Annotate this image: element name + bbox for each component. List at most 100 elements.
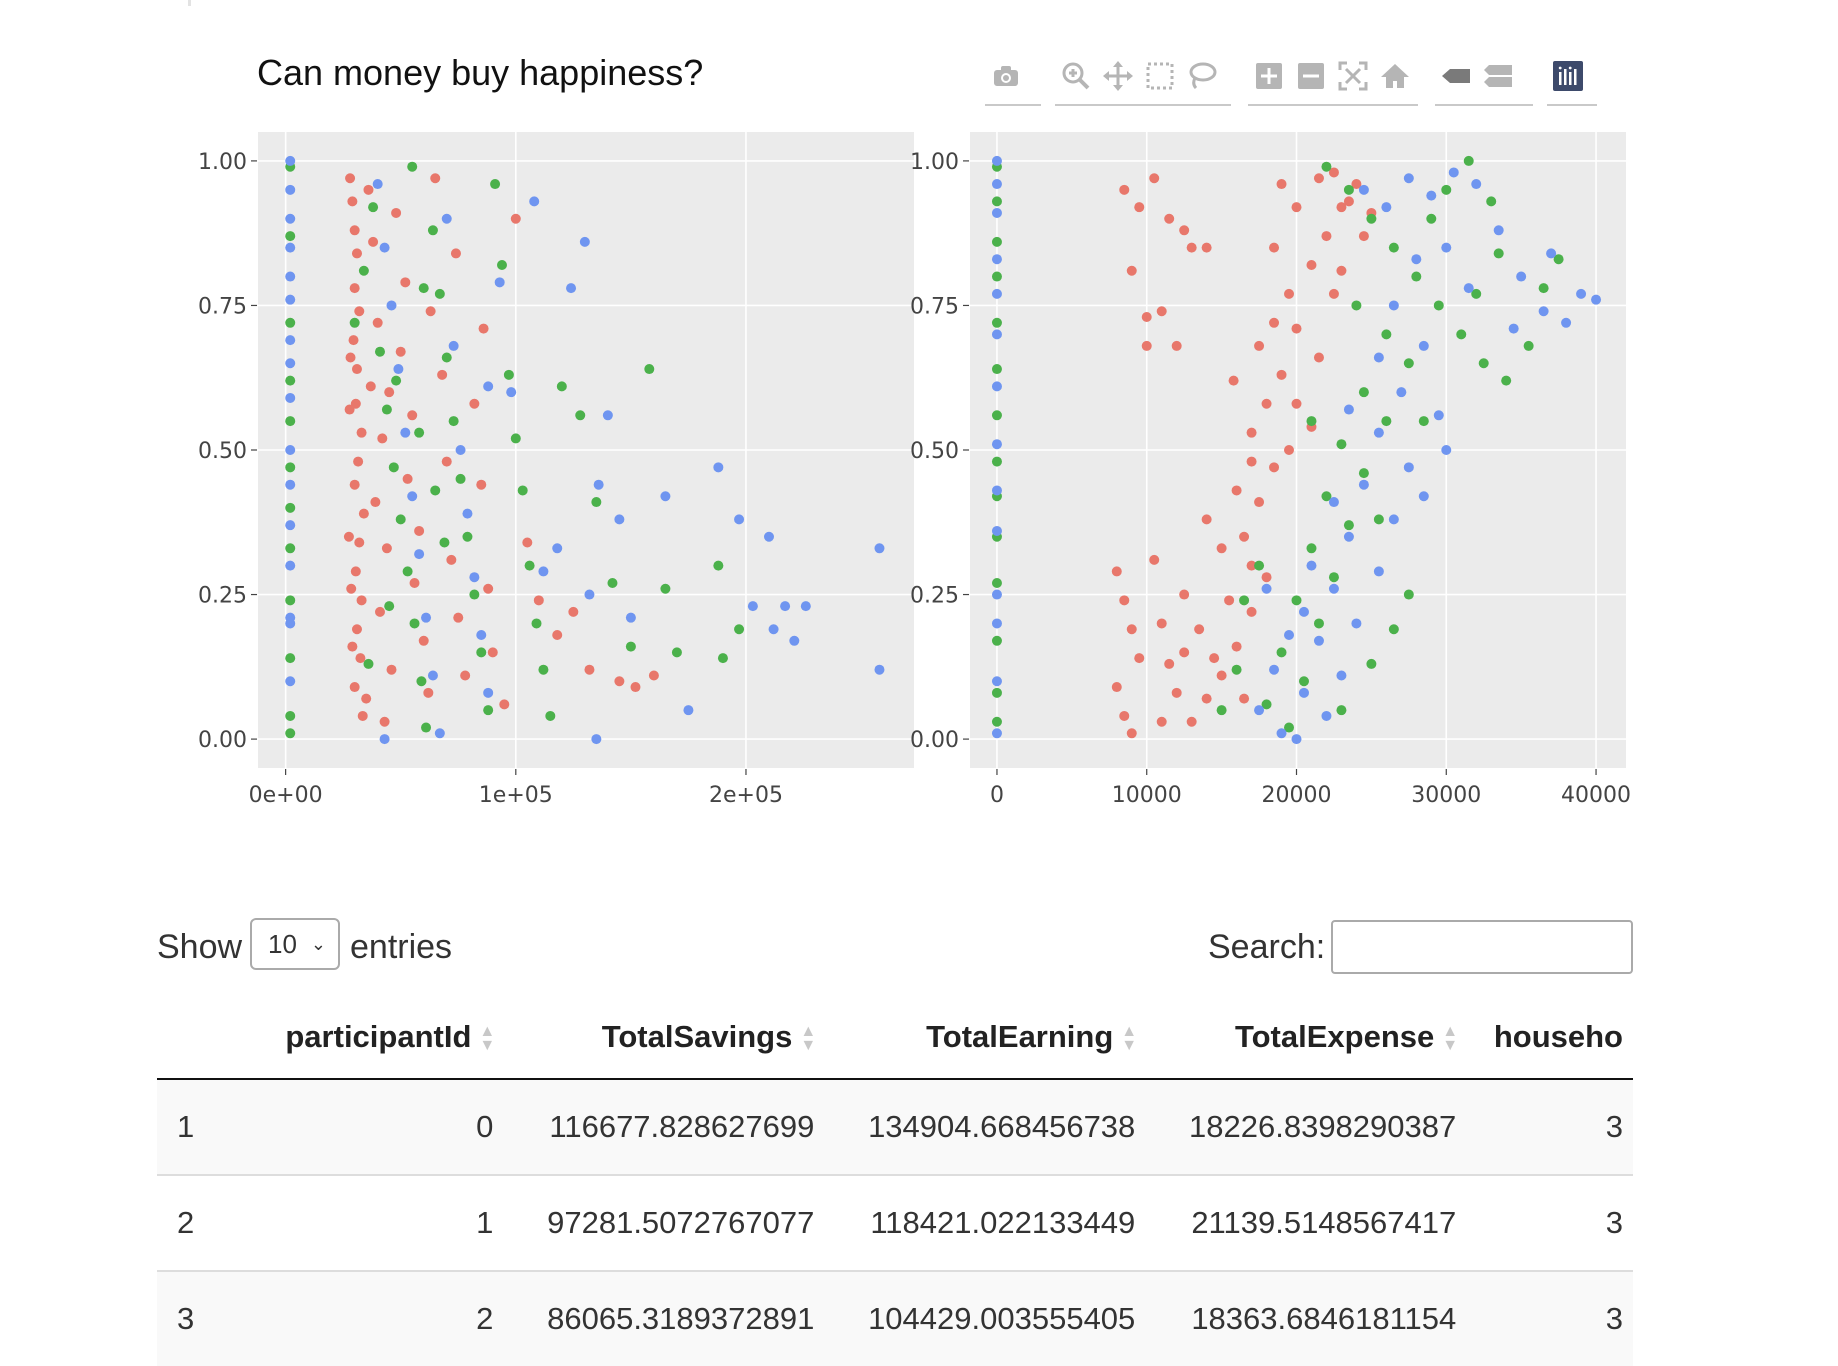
scatter-point-blue[interactable] [1546,248,1557,259]
scatter-point-green[interactable] [1456,329,1467,340]
scatter-point-blue[interactable] [285,242,296,253]
scatter-point-green[interactable] [414,427,425,438]
scatter-point-blue[interactable] [713,462,724,473]
scatter-point-blue[interactable] [789,635,800,646]
scatter-point-green[interactable] [285,502,296,513]
scatter-point-blue[interactable] [660,491,671,502]
scatter-point-red[interactable] [370,497,381,508]
scatter-point-red[interactable] [356,595,367,606]
scatter-point-green[interactable] [1336,439,1347,450]
scatter-point-red[interactable] [351,364,362,375]
scatter-point-blue[interactable] [1269,664,1280,675]
scatter-point-green[interactable] [991,410,1002,421]
scatter-point-blue[interactable] [1276,728,1287,739]
scatter-point-green[interactable] [285,375,296,386]
scatter-point-red[interactable] [347,641,358,652]
scatter-point-blue[interactable] [421,612,432,623]
scatter-point-red[interactable] [349,283,360,294]
scatter-point-green[interactable] [1388,624,1399,635]
scatter-point-red[interactable] [372,317,383,328]
scatter-point-red[interactable] [395,346,406,357]
scatter-point-blue[interactable] [1381,202,1392,213]
scatter-point-green[interactable] [991,456,1002,467]
column-header-participantid[interactable]: participantId ▲ ▼ [246,996,504,1080]
scatter-point-green[interactable] [409,618,420,629]
scatter-point-green[interactable] [402,566,413,577]
scatter-point-green[interactable] [391,375,402,386]
scatter-point-green[interactable] [1298,676,1309,687]
spike-lines-icon[interactable] [1435,56,1477,96]
scatter-point-red[interactable] [1134,653,1145,664]
scatter-point-green[interactable] [1538,283,1549,294]
scatter-point-red[interactable] [414,525,425,536]
scatter-point-blue[interactable] [529,196,540,207]
scatter-point-red[interactable] [350,566,361,577]
scatter-point-blue[interactable] [1388,514,1399,525]
scatter-point-green[interactable] [421,722,432,733]
scatter-point-blue[interactable] [780,601,791,612]
scatter-point-blue[interactable] [602,410,613,421]
scatter-point-green[interactable] [503,369,514,380]
scatter-point-green[interactable] [1313,618,1324,629]
zoom-out-icon[interactable] [1290,56,1332,96]
scatter-point-blue[interactable] [1291,734,1302,745]
scatter-point-red[interactable] [1194,624,1205,635]
scatter-point-red[interactable] [1291,202,1302,213]
scatter-point-red[interactable] [349,682,360,693]
scatter-point-red[interactable] [1228,375,1239,386]
scatter-point-green[interactable] [1553,254,1564,265]
scatter-point-green[interactable] [1321,491,1332,502]
scatter-point-blue[interactable] [593,479,604,490]
scatter-point-green[interactable] [1523,340,1534,351]
zoom-icon[interactable] [1055,56,1097,96]
scatter-point-red[interactable] [1156,306,1167,317]
scatter-point-red[interactable] [614,676,625,687]
scatter-point-red[interactable] [1343,196,1354,207]
scatter-point-blue[interactable] [991,207,1002,218]
scatter-point-red[interactable] [453,612,464,623]
scatter-point-green[interactable] [991,635,1002,646]
scatter-point-red[interactable] [630,682,641,693]
scatter-point-green[interactable] [1388,242,1399,253]
scatter-point-blue[interactable] [1418,491,1429,502]
scatter-point-green[interactable] [991,317,1002,328]
scatter-point-green[interactable] [1418,416,1429,427]
scatter-point-blue[interactable] [763,531,774,542]
scatter-point-green[interactable] [358,265,369,276]
scatter-point-green[interactable] [1471,288,1482,299]
scatter-point-red[interactable] [353,456,364,467]
scatter-point-red[interactable] [1179,225,1190,236]
scatter-point-red[interactable] [351,624,362,635]
scatter-point-red[interactable] [357,710,368,721]
scatter-point-red[interactable] [1313,173,1324,184]
box-select-icon[interactable] [1139,56,1181,96]
scatter-point-blue[interactable] [1328,497,1339,508]
scatter-point-red[interactable] [402,473,413,484]
scatter-point-blue[interactable] [1561,317,1572,328]
scatter-point-green[interactable] [430,485,441,496]
scatter-point-blue[interactable] [407,491,418,502]
scatter-point-red[interactable] [450,248,461,259]
scatter-point-green[interactable] [285,317,296,328]
scatter-point-red[interactable] [356,427,367,438]
scatter-point-red[interactable] [379,716,390,727]
scatter-point-red[interactable] [1209,653,1220,664]
scatter-point-blue[interactable] [991,179,1002,190]
scatter-point-blue[interactable] [991,155,1002,166]
scatter-point-green[interactable] [991,364,1002,375]
scatter-point-red[interactable] [584,664,595,675]
scatter-point-green[interactable] [285,595,296,606]
scatter-point-red[interactable] [1351,179,1362,190]
scatter-point-blue[interactable] [991,676,1002,687]
scatter-point-green[interactable] [1306,416,1317,427]
scatter-point-green[interactable] [1321,161,1332,172]
scatter-point-blue[interactable] [991,288,1002,299]
scatter-point-red[interactable] [1141,340,1152,351]
scatter-point-green[interactable] [517,485,528,496]
scatter-point-green[interactable] [1478,358,1489,369]
scatter-point-blue[interactable] [991,439,1002,450]
scatter-point-red[interactable] [1164,213,1175,224]
scatter-point-blue[interactable] [285,271,296,282]
scatter-point-blue[interactable] [1343,404,1354,415]
scatter-point-blue[interactable] [379,734,390,745]
